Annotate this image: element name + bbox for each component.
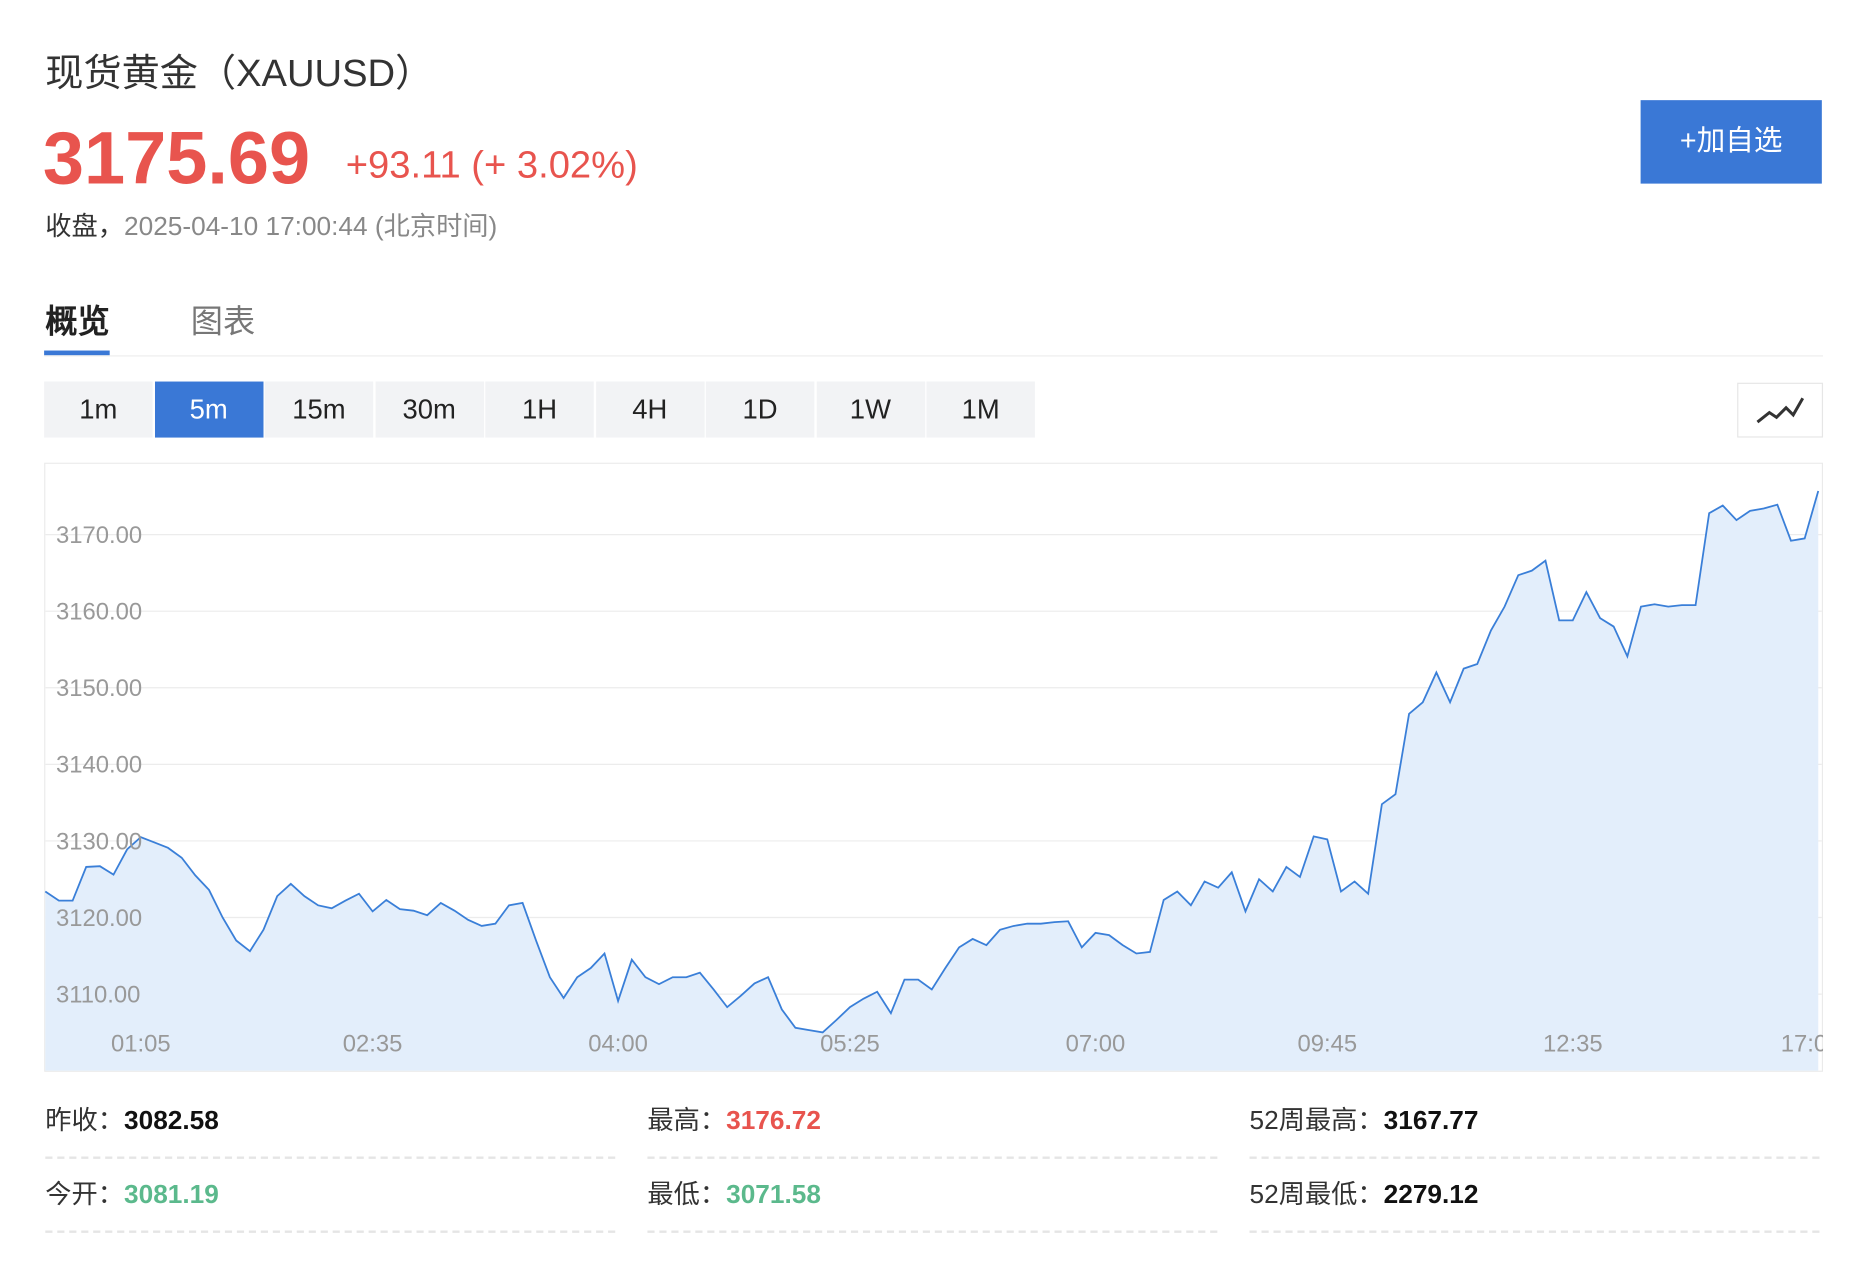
y-tick-label: 3170.00 <box>56 522 142 549</box>
stat-label: 52周最高： <box>1249 1105 1384 1136</box>
stat: 今开：3081.19 <box>45 1159 616 1233</box>
stat: 最低：3071.58 <box>647 1159 1218 1233</box>
watchlist-button[interactable]: +加自选 <box>1640 100 1822 184</box>
interval-button[interactable]: 30m <box>374 381 484 438</box>
market-status: 收盘，2025-04-10 17:00:44 (北京时间) <box>45 205 497 243</box>
x-tick-label: 07:00 <box>1066 1031 1126 1058</box>
y-tick-label: 3130.00 <box>56 828 142 855</box>
y-tick-label: 3160.00 <box>56 599 142 626</box>
stat-label: 昨收： <box>45 1105 125 1136</box>
stat-label: 今开： <box>45 1179 125 1209</box>
stat-value: 3082.58 <box>124 1105 219 1136</box>
stat-value: 3081.19 <box>124 1179 219 1209</box>
status: 收盘， <box>45 211 125 241</box>
tab[interactable]: 图表 <box>190 304 256 340</box>
interval-button[interactable]: 1M <box>926 381 1035 438</box>
stats: 昨收：3082.58 最高：3176.72 52周最高：3167.77 今开：3… <box>45 1085 1820 1233</box>
stat: 昨收：3082.58 <box>45 1085 616 1159</box>
stat-label: 最低： <box>647 1179 727 1209</box>
stat: 52周最低：2279.12 <box>1249 1159 1820 1233</box>
y-tick-label: 3150.00 <box>56 675 142 702</box>
stat: 52周最高：3167.77 <box>1249 1085 1820 1159</box>
interval-button[interactable]: 1W <box>816 381 925 438</box>
x-tick-label: 09:45 <box>1297 1031 1357 1058</box>
x-tick-label: 01:05 <box>111 1031 171 1058</box>
timestamp: 2025-04-10 17:00:44 (北京时间) <box>124 211 498 241</box>
tab-indicator <box>44 350 110 356</box>
stat-label: 最高： <box>647 1105 727 1136</box>
interval-button[interactable]: 1D <box>705 381 815 438</box>
x-tick-label: 02:35 <box>343 1031 403 1058</box>
line <box>44 490 1820 1034</box>
chart-type-icon <box>1756 397 1805 424</box>
stat-value: 3176.72 <box>726 1105 821 1136</box>
stat-value: 3167.77 <box>1383 1105 1479 1136</box>
interval-button[interactable]: 4H <box>595 381 705 438</box>
stat-label: 52周最低： <box>1249 1179 1384 1209</box>
x-tick-label: 04:00 <box>588 1031 648 1058</box>
x-tick-label: 12:35 <box>1543 1031 1603 1058</box>
stat-value: 3071.58 <box>726 1179 821 1209</box>
change: +93.11 <box>345 143 461 186</box>
separator <box>44 355 1824 357</box>
y-tick-label: 3120.00 <box>56 905 142 932</box>
interval-button[interactable]: 5m <box>154 381 263 438</box>
stat: 最高：3176.72 <box>647 1085 1218 1159</box>
chart-type-button[interactable] <box>1737 382 1824 438</box>
x-tick-label: 05:25 <box>820 1031 880 1058</box>
interval-button[interactable]: 1H <box>485 381 594 438</box>
y-tick-label: 3140.00 <box>56 752 142 779</box>
interval-button[interactable]: 15m <box>264 381 374 438</box>
interval-bar: 1m 5m 15m 30m 1H 4H 1D 1W 1M <box>44 381 1037 438</box>
tab[interactable]: 概览 <box>45 304 110 340</box>
change-percent: (+ 3.02%) <box>471 143 638 186</box>
y-tick-label: 3110.00 <box>56 981 140 1008</box>
x-tick-label: 17:0 <box>1781 1031 1823 1058</box>
chart: 3110.00 3120.00 3130.00 3140.00 3150.00 3160.… <box>44 462 1823 1072</box>
area <box>45 490 1819 1071</box>
page-title: 现货黄金（XAUUSD） <box>45 51 434 95</box>
icon-line <box>1756 397 1805 424</box>
price-change: +93.11 (+ 3.02%) <box>346 143 638 187</box>
price: 3175.69 <box>42 118 311 201</box>
interval-button[interactable]: 1m <box>44 381 153 438</box>
stat-value: 2279.12 <box>1383 1179 1479 1209</box>
